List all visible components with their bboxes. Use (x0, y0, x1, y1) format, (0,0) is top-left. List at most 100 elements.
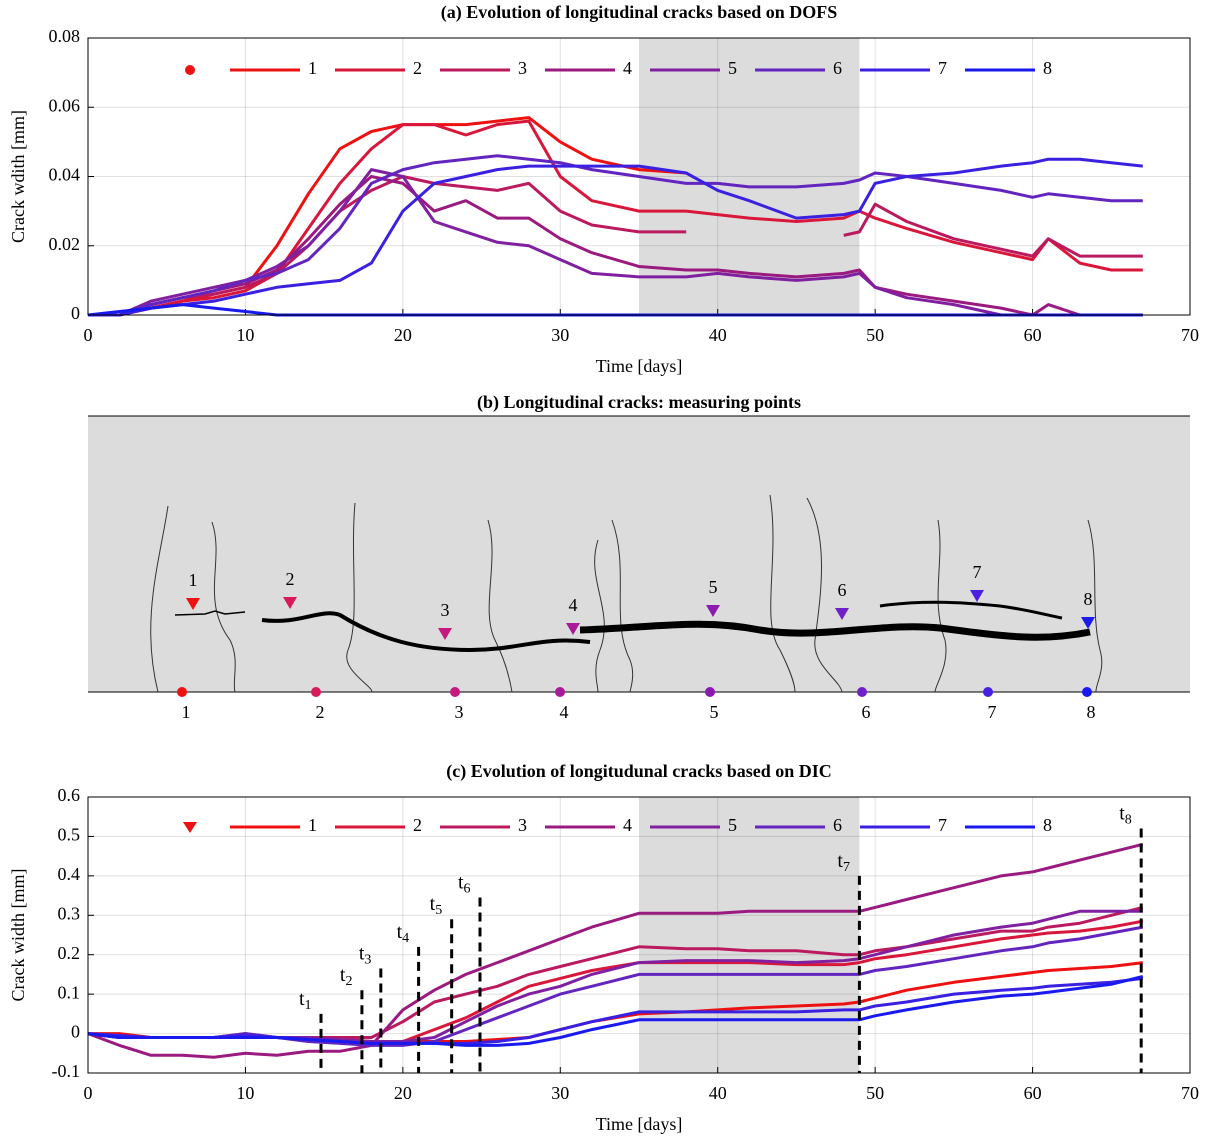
axes-frame (87, 796, 1191, 1074)
x-tick-label: 50 (866, 1083, 884, 1103)
y-tick-label: 0.08 (49, 26, 81, 46)
legend-label: 6 (833, 58, 842, 78)
legend-label: 1 (308, 815, 317, 835)
dofs-point (311, 687, 321, 697)
legend-label: 3 (518, 58, 527, 78)
event-label-sub: 8 (1125, 813, 1132, 828)
y-tick-label: 0.3 (58, 903, 81, 923)
dofs-point (177, 687, 187, 697)
dic-point-label: 5 (709, 577, 718, 597)
x-tick-label: 70 (1181, 1083, 1199, 1103)
chart-title: (a) Evolution of longitudinal cracks bas… (441, 2, 838, 23)
y-tick-label: 0 (71, 1022, 80, 1042)
dic-point-label: 8 (1084, 589, 1093, 609)
dic-point (1081, 617, 1095, 629)
y-tick-label: 0.04 (49, 165, 81, 185)
event-label: t4 (397, 920, 410, 946)
crack (261, 611, 591, 653)
legend-label: 8 (1043, 815, 1052, 835)
dic-point-label: 2 (286, 569, 295, 589)
x-tick-label: 30 (551, 325, 569, 345)
event-label-text: t (1119, 802, 1125, 824)
y-axis-label: Crack width [mm] (8, 869, 28, 1002)
legend-label: 4 (623, 815, 632, 835)
event-label: t6 (458, 871, 471, 897)
crack (174, 610, 246, 616)
dofs-point (450, 687, 460, 697)
series-line (88, 157, 1143, 317)
dofs-point-label: 5 (710, 702, 719, 722)
x-tick-label: 40 (709, 325, 727, 345)
dofs-point (1082, 687, 1092, 697)
chart-title: (b) Longitudinal cracks: measuring point… (477, 392, 801, 413)
crack (346, 502, 373, 693)
legend-marker (183, 822, 197, 833)
dic-point (283, 597, 297, 609)
x-tick-label: 60 (1024, 325, 1042, 345)
legend-label: 4 (623, 58, 632, 78)
series-line (87, 974, 1144, 1047)
legend-label: 6 (833, 815, 842, 835)
legend-marker (185, 65, 195, 75)
dofs-point-label: 6 (862, 702, 871, 722)
x-tick-label: 0 (84, 325, 93, 345)
dofs-point-label: 1 (182, 702, 191, 722)
minor-cracks (150, 494, 1103, 693)
dic-point-label: 6 (838, 580, 847, 600)
legend-label: 1 (308, 58, 317, 78)
y-tick-label: 0.1 (58, 982, 81, 1002)
event-label: t2 (340, 964, 353, 990)
crack (879, 600, 1063, 620)
event-label-text: t (397, 920, 403, 942)
y-axis-label: Crack wdith [mm] (8, 110, 28, 243)
crack (211, 521, 236, 693)
y-tick-label: 0.5 (58, 825, 81, 845)
chart-title: (c) Evolution of longitudunal cracks bas… (446, 761, 832, 782)
x-tick-label: 20 (394, 325, 412, 345)
y-tick-label: 0.4 (58, 864, 81, 884)
x-axis-label: Time [days] (596, 356, 683, 376)
event-label: t8 (1119, 802, 1132, 828)
dofs-point-label: 8 (1087, 702, 1096, 722)
x-tick-label: 0 (84, 1083, 93, 1103)
axes-frame (87, 37, 1191, 316)
event-label-text: t (458, 871, 464, 893)
series-line (88, 168, 1143, 317)
event-label-sub: 5 (435, 903, 442, 918)
event-label-sub: 3 (364, 953, 371, 968)
shaded-region (639, 797, 860, 1073)
x-tick-label: 10 (236, 1083, 254, 1103)
event-label-text: t (299, 987, 305, 1009)
event-label-sub: 2 (345, 974, 352, 989)
crack (1087, 519, 1103, 693)
event-label: t1 (299, 987, 312, 1013)
event-label-sub: 6 (464, 882, 471, 897)
dic-point-label: 3 (441, 600, 450, 620)
legend-label: 3 (518, 815, 527, 835)
legend-label: 2 (413, 815, 422, 835)
dofs-point-label: 3 (455, 702, 464, 722)
y-tick-label: -0.1 (52, 1061, 81, 1081)
dic-point (835, 608, 849, 620)
event-label-text: t (430, 893, 436, 915)
dic-point (970, 590, 984, 602)
x-tick-label: 20 (394, 1083, 412, 1103)
event-label-sub: 1 (305, 998, 312, 1013)
legend-label: 5 (728, 815, 737, 835)
y-tick-label: 0.2 (58, 943, 81, 963)
event-label-text: t (837, 849, 843, 871)
specimen-area (88, 416, 1190, 692)
x-tick-label: 10 (236, 325, 254, 345)
legend-label: 7 (938, 58, 947, 78)
legend-label: 7 (938, 815, 947, 835)
dofs-point (705, 687, 715, 697)
dofs-point-label: 7 (988, 702, 997, 722)
dic-point-label: 4 (569, 595, 578, 615)
y-tick-label: 0.06 (49, 95, 81, 115)
dofs-point-label: 4 (560, 702, 569, 722)
crack (487, 519, 513, 693)
crack-panel (88, 415, 1190, 693)
dic-point-label: 7 (973, 562, 982, 582)
legend-label: 8 (1043, 58, 1052, 78)
